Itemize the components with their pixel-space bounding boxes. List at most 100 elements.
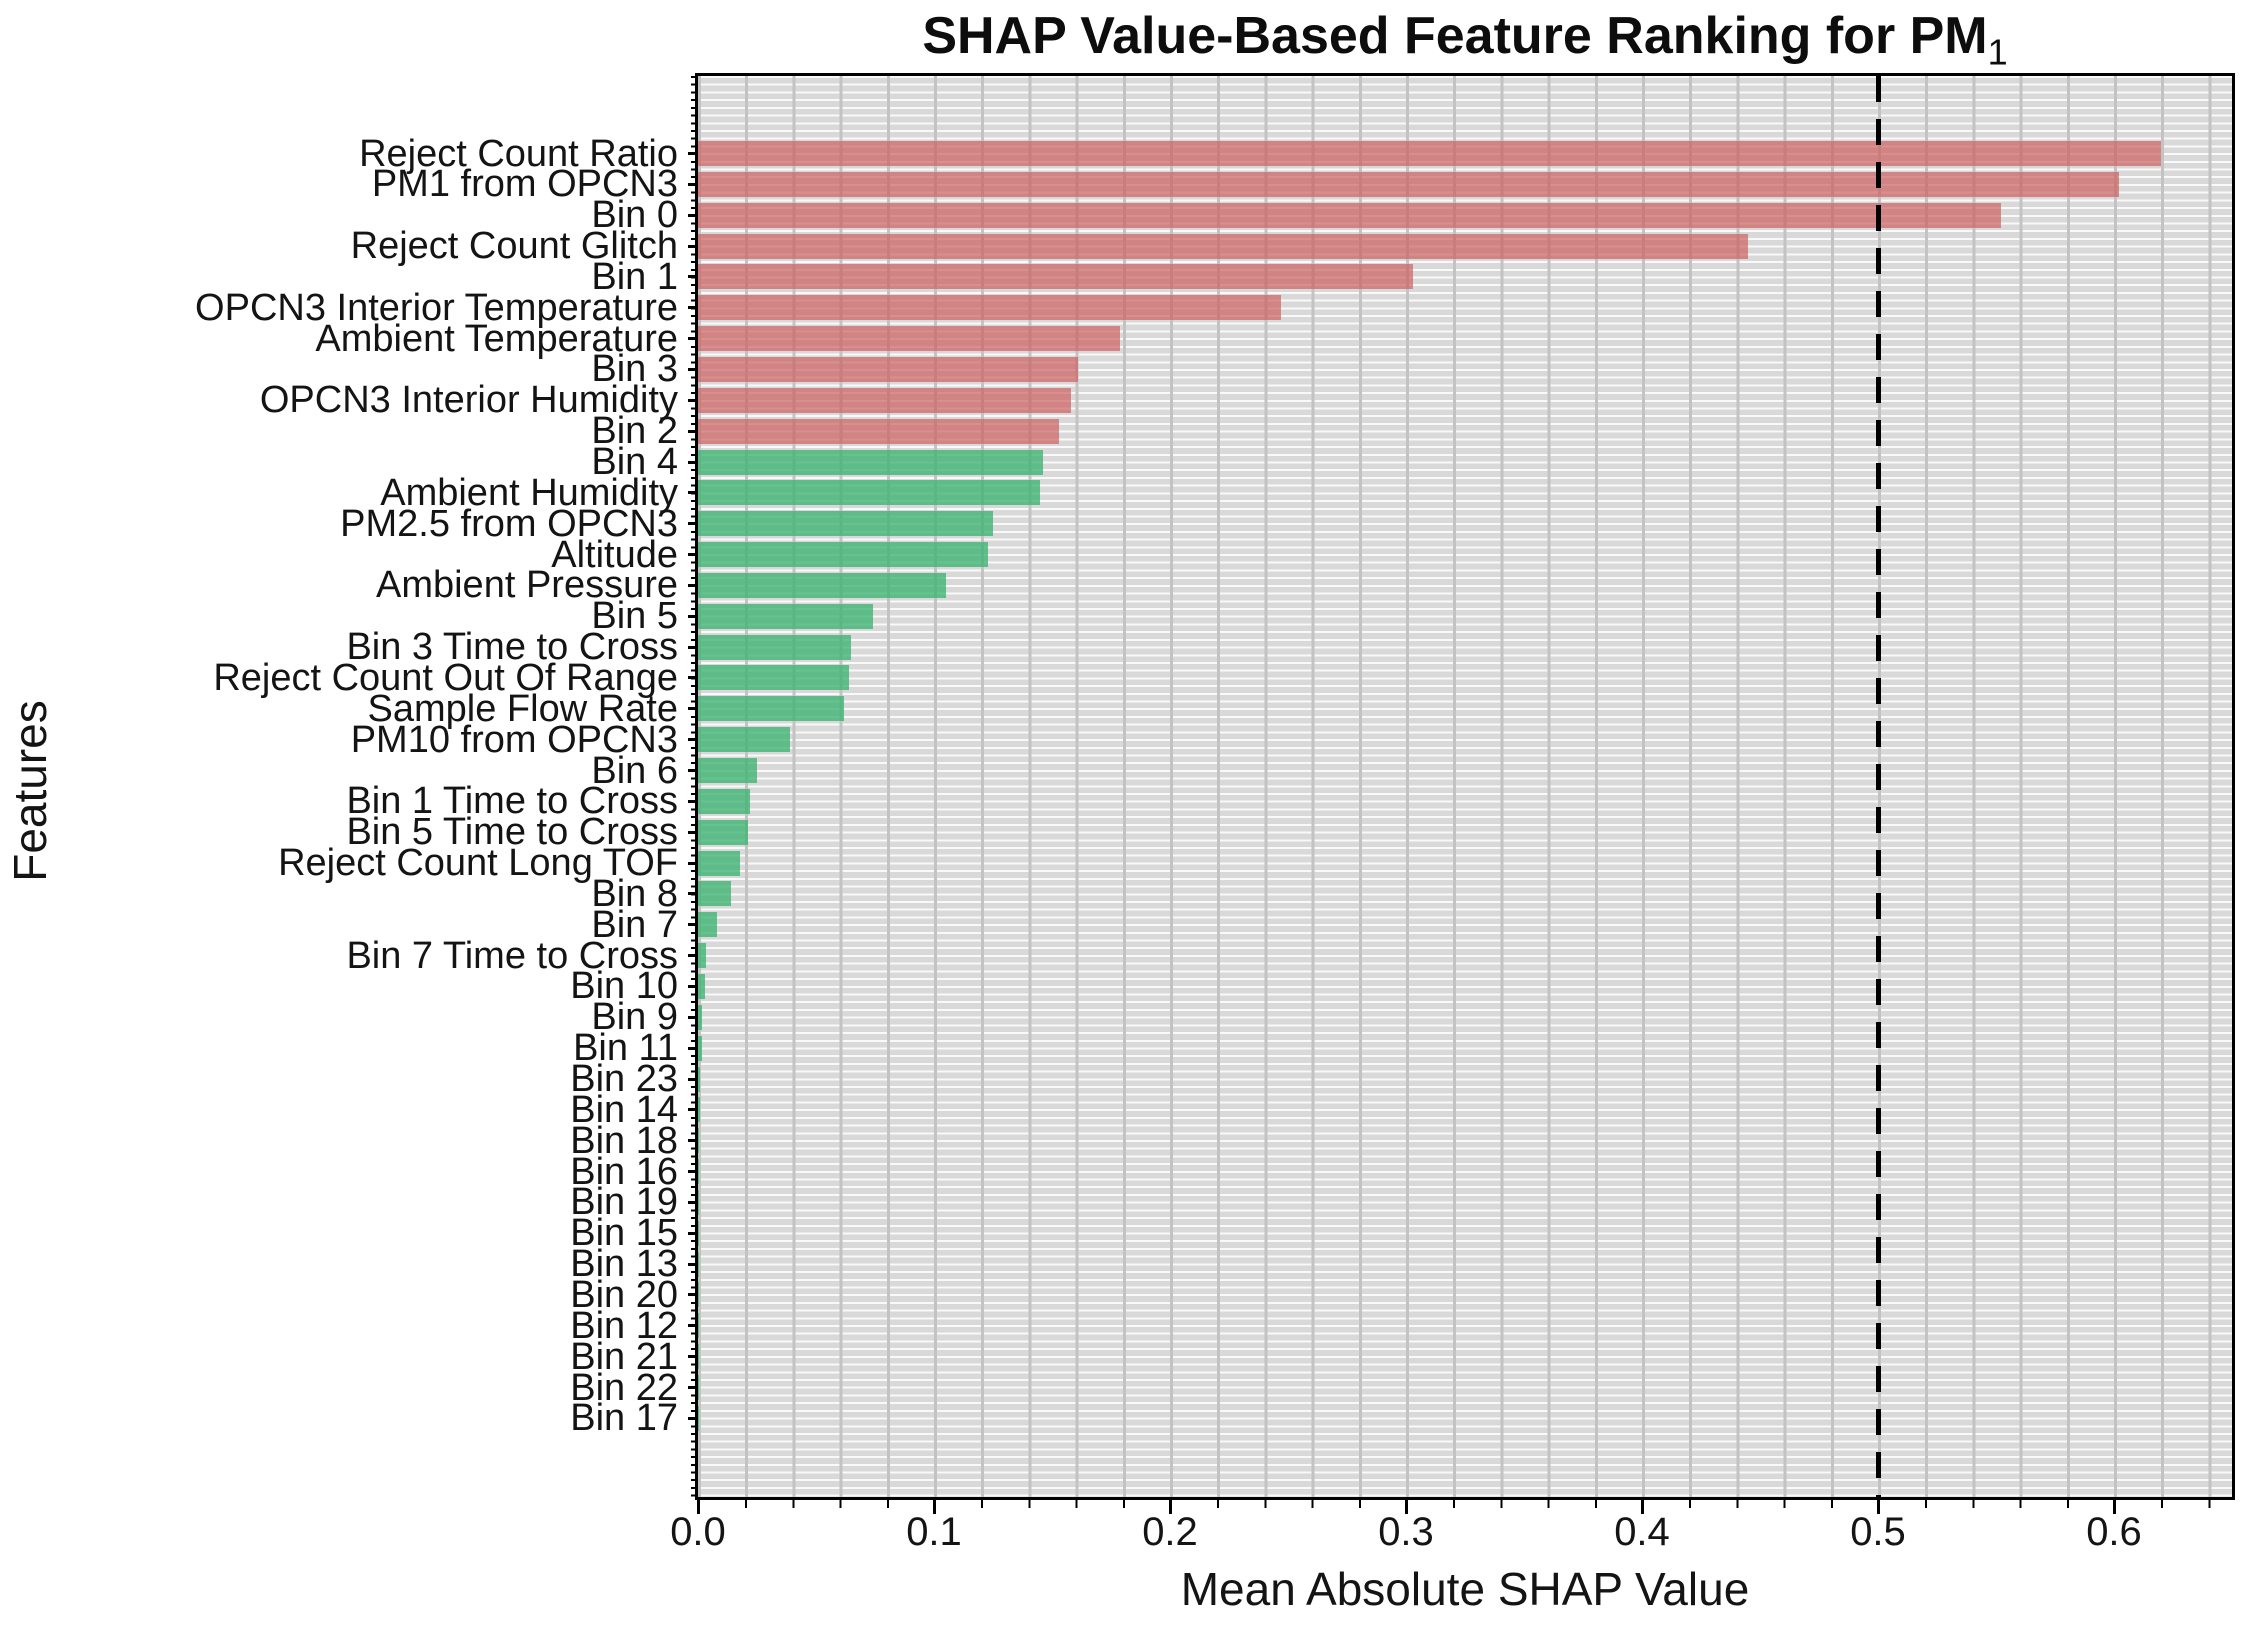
y-tick-label: Bin 21 bbox=[570, 1335, 678, 1378]
y-major-tick bbox=[688, 1386, 698, 1389]
y-major-tick bbox=[688, 861, 698, 865]
y-major-tick bbox=[688, 830, 698, 834]
y-tick-label: Sample Flow Rate bbox=[367, 687, 678, 730]
bar bbox=[698, 1189, 700, 1215]
bar bbox=[698, 511, 993, 537]
bar bbox=[698, 1004, 702, 1030]
y-tick-label: Reject Count Ratio bbox=[359, 132, 678, 175]
y-tick-label: Bin 22 bbox=[570, 1366, 678, 1409]
y-tick-label: Bin 3 bbox=[591, 348, 678, 391]
y-tick-label: Bin 19 bbox=[570, 1181, 678, 1224]
bar bbox=[698, 387, 1071, 413]
bar bbox=[698, 264, 1414, 290]
y-major-tick bbox=[688, 1416, 698, 1420]
y-major-tick bbox=[688, 429, 698, 433]
y-tick-label: Ambient Pressure bbox=[375, 564, 678, 607]
x-major-tick bbox=[696, 1500, 700, 1514]
bar bbox=[698, 202, 2001, 228]
bar bbox=[698, 665, 850, 691]
x-tick-label: 0.0 bbox=[670, 1510, 726, 1554]
y-major-tick bbox=[688, 1077, 698, 1081]
y-major-tick bbox=[688, 892, 698, 896]
y-tick-label: Reject Count Glitch bbox=[350, 225, 678, 268]
x-major-tick bbox=[1168, 1500, 1172, 1514]
x-tick-label: 0.1 bbox=[906, 1510, 962, 1554]
y-major-tick bbox=[688, 1355, 698, 1359]
bar bbox=[698, 634, 852, 660]
y-tick-label: Ambient Temperature bbox=[315, 317, 678, 360]
y-tick-label: Altitude bbox=[551, 533, 678, 576]
bar bbox=[698, 1220, 699, 1246]
x-tick-label: 0.4 bbox=[1614, 1510, 1670, 1554]
x-tick-label: 0.5 bbox=[1850, 1510, 1906, 1554]
y-major-tick bbox=[688, 1231, 698, 1235]
y-tick-label: Bin 12 bbox=[570, 1304, 678, 1347]
bar bbox=[698, 1066, 700, 1092]
threshold-line bbox=[1875, 76, 1881, 1497]
bar bbox=[698, 233, 1749, 259]
y-tick-label: OPCN3 Interior Humidity bbox=[259, 379, 678, 422]
bar bbox=[698, 850, 741, 876]
bar bbox=[698, 449, 1043, 475]
y-major-tick bbox=[688, 583, 698, 587]
y-tick-label: Bin 2 bbox=[591, 410, 678, 453]
bar bbox=[698, 1282, 699, 1308]
y-tick-label: Bin 18 bbox=[570, 1119, 678, 1162]
y-tick-label: Bin 15 bbox=[570, 1212, 678, 1255]
y-tick-label: PM1 from OPCN3 bbox=[371, 163, 678, 206]
y-major-tick bbox=[688, 553, 698, 557]
y-major-tick bbox=[688, 645, 698, 649]
y-major-tick bbox=[688, 954, 698, 958]
x-tick-label: 0.2 bbox=[1142, 1510, 1198, 1554]
y-tick-label: Ambient Humidity bbox=[380, 471, 678, 514]
y-tick-label: Bin 1 Time to Cross bbox=[346, 780, 678, 823]
y-major-tick bbox=[688, 1262, 698, 1266]
y-tick-label: Bin 5 Time to Cross bbox=[346, 811, 678, 854]
y-major-tick bbox=[688, 337, 698, 341]
x-minor-ticks bbox=[698, 1500, 2234, 1508]
y-major-tick bbox=[688, 614, 698, 618]
bar bbox=[698, 727, 791, 753]
y-major-tick bbox=[688, 367, 698, 371]
bar bbox=[698, 1097, 700, 1123]
bar bbox=[698, 418, 1060, 444]
y-tick-label: Bin 9 bbox=[591, 996, 678, 1039]
y-major-tick bbox=[688, 491, 698, 495]
y-tick-label-column: Reject Count Ratio PM1 from OPCN3 Bin 0 Rej… bbox=[0, 0, 688, 1633]
bar bbox=[698, 356, 1078, 382]
bar bbox=[698, 295, 1281, 321]
bar bbox=[698, 943, 707, 969]
x-axis-label: Mean Absolute SHAP Value bbox=[1180, 1563, 1750, 1615]
bar bbox=[698, 881, 732, 907]
bar bbox=[698, 1159, 700, 1185]
y-major-tick bbox=[688, 398, 698, 402]
y-tick-label: Bin 8 bbox=[591, 872, 678, 915]
y-minor-ticks bbox=[691, 76, 698, 1497]
bar bbox=[698, 572, 946, 598]
chart-title: SHAP Value-Based Feature Ranking for PM1 bbox=[698, 6, 2232, 73]
bar bbox=[698, 696, 845, 722]
y-major-tick bbox=[688, 984, 698, 988]
y-tick-label: Bin 7 bbox=[591, 903, 678, 946]
y-tick-label: Bin 10 bbox=[570, 965, 678, 1008]
y-tick-label: Bin 11 bbox=[573, 1027, 678, 1070]
y-major-tick bbox=[688, 738, 698, 742]
bar bbox=[698, 912, 717, 938]
y-major-tick bbox=[688, 522, 698, 526]
bar bbox=[698, 542, 989, 568]
x-major-tick bbox=[1640, 1500, 1644, 1514]
y-tick-label: Bin 16 bbox=[570, 1150, 678, 1193]
bar bbox=[698, 1035, 702, 1061]
y-tick-label: Bin 14 bbox=[570, 1088, 678, 1131]
y-major-tick bbox=[688, 707, 698, 711]
y-major-tick bbox=[688, 1170, 698, 1174]
y-tick-label: PM10 from OPCN3 bbox=[350, 718, 678, 761]
y-tick-label: Bin 6 bbox=[591, 749, 678, 792]
y-major-tick bbox=[688, 1108, 698, 1112]
bar bbox=[698, 1313, 699, 1339]
chart-title-subscript: 1 bbox=[1987, 31, 2008, 73]
chart-title-text: SHAP Value-Based Feature Ranking for PM bbox=[922, 7, 1988, 65]
y-tick-label: Bin 20 bbox=[570, 1273, 678, 1316]
y-major-tick bbox=[688, 306, 698, 310]
